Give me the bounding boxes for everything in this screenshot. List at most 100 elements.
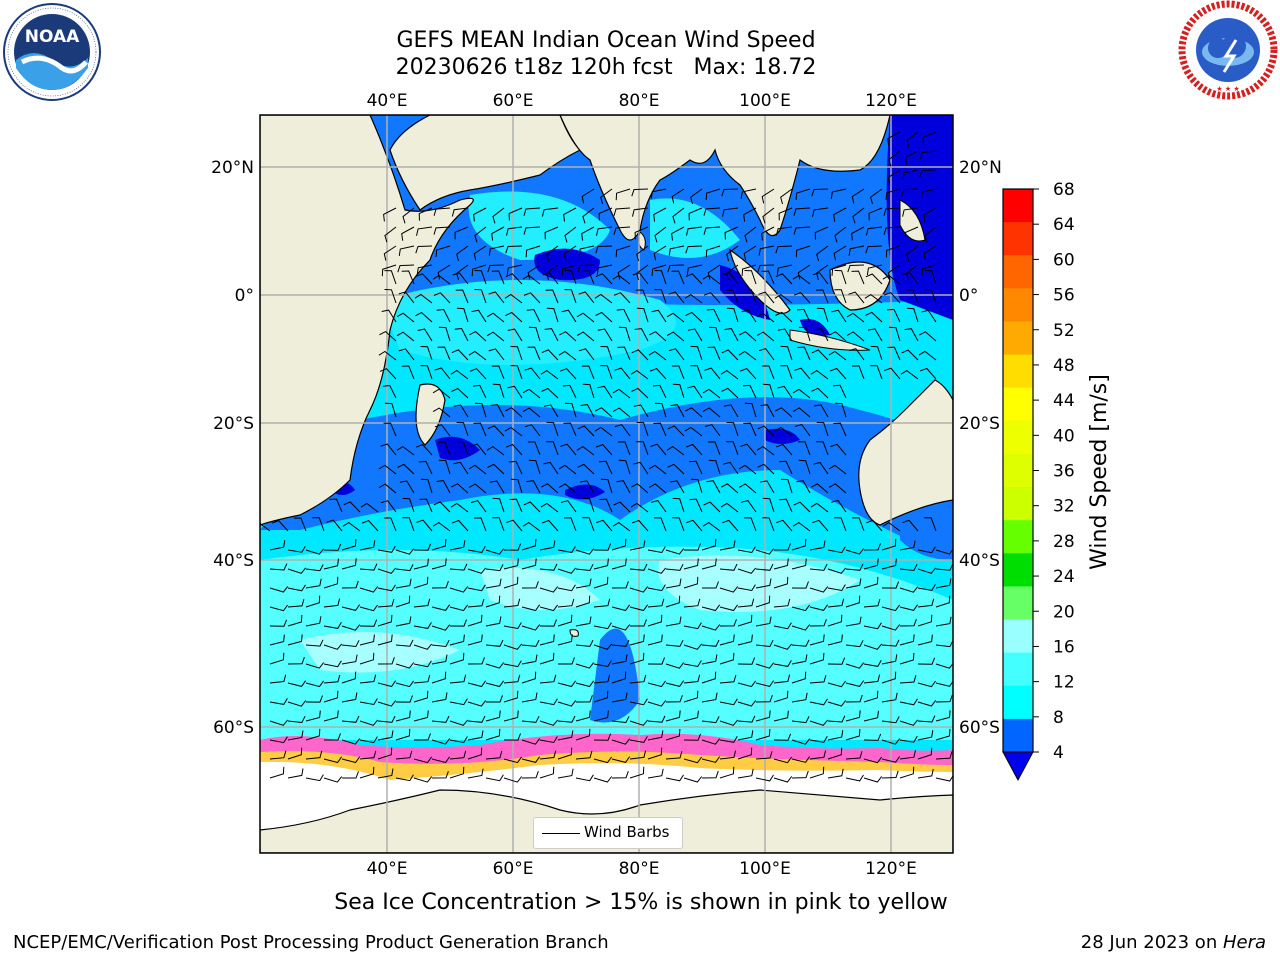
wind-barb (600, 365, 613, 380)
wind-barb (488, 348, 505, 361)
wind-barb (470, 443, 487, 456)
wind-barb (650, 188, 667, 199)
wind-barb (885, 188, 901, 201)
wind-barb (670, 404, 685, 418)
wind-barb (726, 421, 739, 437)
wind-barb (775, 407, 793, 418)
wind-barb (505, 311, 523, 323)
wind-barb (917, 598, 935, 608)
wind-barb (845, 694, 863, 703)
wind-barb (672, 517, 685, 532)
right-lat-tick: 0° (959, 286, 978, 306)
wind-barb (779, 498, 793, 513)
wind-barb (269, 698, 288, 705)
wind-barb (899, 675, 917, 684)
wind-barb (305, 662, 325, 669)
wind-barb (629, 719, 649, 726)
wind-barb (672, 497, 685, 513)
colorbar-label: Wind Speed [m/s] (1087, 374, 1112, 570)
wind-barb (436, 308, 451, 323)
wind-barb (521, 624, 541, 631)
wind-barb (580, 404, 595, 418)
wind-barb (473, 207, 487, 222)
wind-barb (737, 614, 753, 627)
wind-barb (401, 365, 415, 380)
wind-barb (827, 730, 844, 741)
wind-barb (433, 226, 451, 235)
wind-barb (737, 657, 756, 665)
wind-barb (611, 756, 631, 763)
wind-barb (323, 576, 339, 589)
wind-barb (287, 700, 307, 707)
wind-barb (563, 422, 577, 437)
wind-barb (539, 698, 558, 706)
wind-barb (595, 444, 613, 456)
wind-barb (773, 660, 792, 667)
wind-barb (575, 595, 591, 608)
wind-barb (827, 715, 846, 723)
wind-barb (827, 680, 847, 688)
colorbar-tick-label: 64 (1053, 215, 1075, 235)
wind-barbs (260, 131, 953, 783)
wind-barb (564, 289, 577, 304)
wind-barb (359, 674, 377, 684)
wind-barb (744, 289, 757, 304)
wind-barb (812, 207, 829, 217)
wind-barb (791, 624, 811, 631)
wind-barb (653, 207, 667, 222)
wind-barb (269, 766, 285, 779)
wind-barb (780, 188, 793, 205)
wind-barb (485, 578, 502, 589)
wind-barb (630, 619, 647, 627)
wind-barb (611, 692, 628, 703)
wind-barb (395, 680, 415, 688)
wind-barb (668, 245, 685, 256)
wind-barb (380, 443, 397, 456)
wind-barb (634, 226, 649, 240)
wind-barb (452, 519, 469, 532)
wind-barb (269, 674, 287, 684)
wind-barb (323, 776, 343, 783)
wind-barb (701, 692, 718, 703)
left-lat-tick: 20°N (211, 158, 254, 178)
wind-barb (539, 619, 557, 627)
wind-barb (683, 660, 702, 668)
wind-barb (668, 291, 685, 304)
wind-barb (851, 188, 865, 204)
wind-barb (762, 497, 775, 513)
wind-barb (359, 736, 378, 744)
footer-credit: NCEP/EMC/Verification Post Processing Pr… (13, 932, 609, 953)
wind-barb (935, 751, 953, 760)
wind-barb (503, 543, 522, 551)
wind-barb (359, 604, 379, 612)
wind-barb (917, 567, 937, 574)
wind-barb (341, 538, 357, 551)
wind-barb (561, 309, 577, 323)
wind-barb (885, 245, 901, 258)
wind-barb (413, 576, 429, 589)
wind-barb (305, 680, 325, 688)
wind-barb (816, 441, 829, 456)
wind-barb (488, 245, 505, 256)
wind-barb (341, 671, 357, 684)
wind-barb (384, 289, 397, 304)
wind-barb (522, 274, 541, 285)
wind-barb (343, 501, 361, 513)
wind-barb (900, 369, 919, 380)
wind-barb (755, 662, 775, 669)
map-frame (259, 114, 954, 854)
wind-barb (647, 715, 666, 723)
wind-barb (593, 660, 612, 668)
wind-barb (761, 188, 775, 204)
wind-barb (485, 639, 504, 647)
wind-barb (902, 519, 919, 532)
wind-barb (377, 546, 396, 553)
wind-barb (341, 640, 360, 648)
wind-barb (341, 558, 357, 570)
wind-barb (543, 461, 559, 475)
wind-barb (418, 460, 433, 475)
wind-barb (737, 715, 756, 723)
wind-barb (899, 586, 919, 593)
wind-barb (323, 643, 343, 650)
wind-barb (780, 345, 793, 361)
